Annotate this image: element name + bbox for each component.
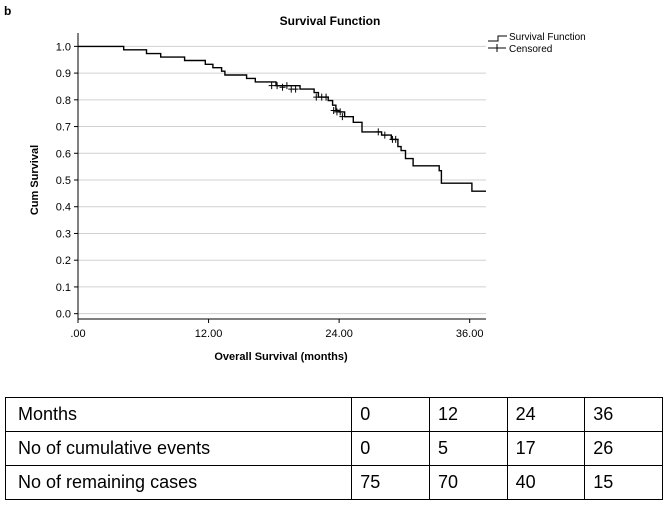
y-tick-label: 0.2 — [56, 255, 71, 267]
censored-marker — [337, 108, 344, 116]
table-cell: 26 — [584, 431, 663, 466]
x-tick-label: 24.00 — [325, 328, 353, 340]
table-cell: 12 — [428, 397, 508, 432]
table-cell: 0 — [351, 431, 430, 466]
legend-entry-censored: Censored — [509, 44, 552, 55]
table-cell: 5 — [428, 431, 508, 466]
table-cell: 40 — [506, 465, 586, 500]
censored-marker — [268, 82, 275, 90]
row-label: No of cumulative events — [4, 431, 353, 466]
legend-entry-survival: Survival Function — [509, 32, 586, 43]
grid-lines — [74, 45, 486, 315]
x-tick-label: 12.00 — [195, 328, 223, 340]
y-tick-label: 0.0 — [56, 309, 71, 321]
table-row: No of cumulative events 0 5 17 26 — [4, 431, 663, 466]
x-tick-label: .00 — [70, 328, 85, 340]
y-tick-label: 0.1 — [56, 282, 71, 294]
censored-marker — [313, 93, 320, 101]
panel-label: b — [4, 4, 12, 18]
y-tick-label: 0.6 — [56, 148, 71, 160]
table-cell: 0 — [351, 397, 430, 432]
survival-function-line — [78, 45, 486, 192]
y-tick-label: 0.5 — [56, 175, 71, 187]
x-tick-label: 36.00 — [456, 328, 484, 340]
y-axis-label: Cum Survival — [29, 145, 41, 215]
table-cell: 36 — [584, 397, 663, 432]
x-axis-label: Overall Survival (months) — [214, 351, 348, 363]
table-cell: 75 — [351, 465, 430, 500]
chart-title: Survival Function — [280, 14, 381, 28]
row-label: No of remaining cases — [4, 465, 353, 500]
y-tick-labels: 0.0 0.1 0.2 0.3 0.4 0.5 0.6 0.7 0.8 0.9 1.0 — [56, 41, 71, 320]
axes — [77, 33, 486, 320]
y-tick-label: 0.3 — [56, 228, 71, 240]
censored-marker — [381, 131, 388, 139]
table-cell: 17 — [506, 431, 586, 466]
censored-marker — [323, 93, 330, 101]
censored-marker — [279, 83, 286, 91]
y-tick-label: 0.7 — [56, 122, 71, 134]
table-cell: 70 — [428, 465, 508, 500]
censored-marker — [274, 82, 281, 90]
censored-marker — [330, 107, 337, 115]
censored-marker — [283, 82, 290, 90]
censored-marker — [392, 135, 399, 143]
legend-line-icon — [488, 35, 507, 42]
table-cell: 24 — [506, 397, 586, 432]
table-row: Months 0 12 24 36 — [4, 397, 663, 432]
censored-marker — [339, 113, 346, 121]
x-tick-labels: .00 12.00 24.00 36.00 — [70, 319, 483, 340]
y-tick-label: 0.9 — [56, 68, 71, 80]
table-cell: 15 — [584, 465, 663, 500]
table-row: No of remaining cases 75 70 40 15 — [4, 465, 663, 500]
legend-plus-icon — [488, 44, 506, 52]
y-tick-label: 0.4 — [56, 202, 71, 214]
y-tick-label: 1.0 — [56, 41, 71, 53]
censored-marker — [292, 85, 299, 93]
row-label: Months — [4, 397, 353, 432]
y-tick-label: 0.8 — [56, 95, 71, 107]
survival-chart: Survival Function 0.00.10.20.30.40.50.60… — [29, 14, 586, 363]
risk-table: Months 0 12 24 36 No of cumulative events 0 5 17… — [4, 397, 663, 500]
series-layer — [78, 45, 486, 192]
censored-marker — [375, 128, 382, 136]
